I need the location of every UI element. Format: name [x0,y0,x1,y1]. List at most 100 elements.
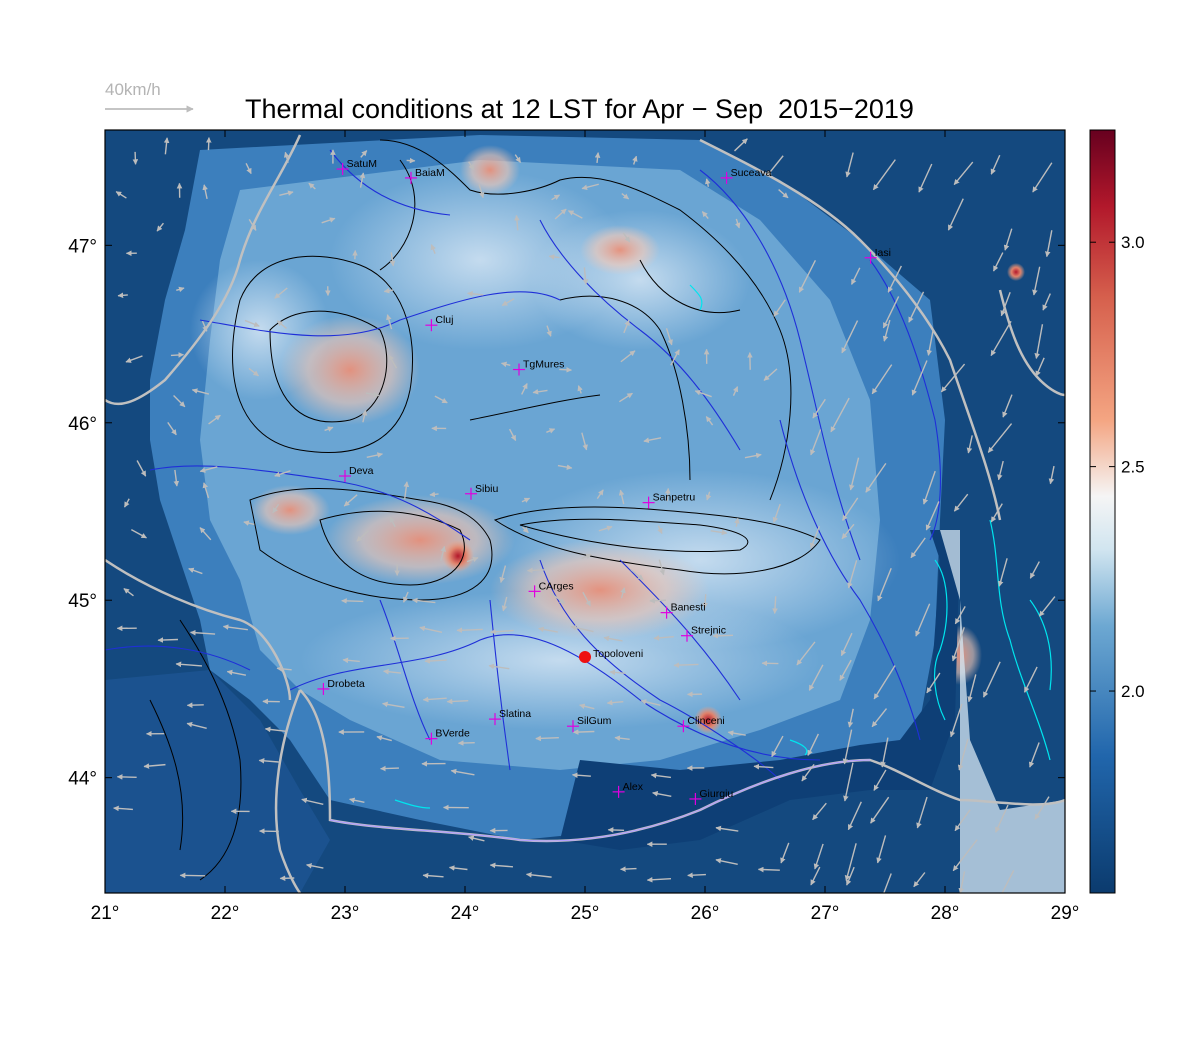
wind-arrow [1000,292,1011,317]
city-markers: SatuM BaiaM Suceava Iasi Cluj TgMures Deva Sibi… [317,158,891,805]
city-label: Slatina [499,708,531,720]
y-tick-label: 46° [68,414,97,435]
wind-arrow [735,218,741,229]
colorbar-tick-label: 2.0 [1121,682,1145,701]
wind-arrow [170,352,185,358]
city-label: BVerde [435,728,470,740]
wind-arrow [550,592,565,604]
wind-arrow [732,386,739,396]
wind-arrow [715,858,738,865]
x-tick-label: 21° [91,903,120,924]
x-tick-label: 25° [571,903,600,924]
wind-arrow [306,863,324,869]
wind-arrow [130,528,147,539]
city-label: Banesti [671,602,706,614]
wind-arrow [1044,230,1053,258]
wind-arrow [954,809,971,832]
wind-arrow [596,489,604,499]
wind-arrow [687,872,706,878]
wind-arrow [244,319,260,327]
wind-arrow [189,629,216,636]
city-sibiu: Sibiu [465,483,499,500]
city-label: Giurgiu [699,788,733,800]
wind-arrow [915,603,931,637]
wind-arrow [653,635,674,641]
wind-arrow [1023,666,1038,693]
rivers [105,149,941,781]
wind-arrow [424,658,447,664]
wind-arrow [810,525,821,549]
wind-arrow [1038,596,1056,617]
city-satum: SatuM [336,158,377,176]
city-drobeta: Drobeta [317,678,365,695]
x-tick-label: 29° [1051,903,1080,924]
wind-arrow [734,517,740,527]
wind-arrow [997,558,1008,587]
wind-arrow [411,597,436,604]
wind-arrow [450,768,475,776]
wind-arrow [448,865,468,871]
wind-arrow [652,790,672,797]
wind-arrow [865,462,887,493]
city-baiam: BaiaM [405,167,445,184]
wind-arrow [173,395,186,408]
wind-arrow [554,208,567,220]
x-tick-label: 27° [811,903,840,924]
x-tick-label: 28° [931,903,960,924]
wind-arrow [966,435,973,454]
wind-arrow [810,866,821,886]
wind-arrow [125,355,143,363]
wind-arrow [780,842,790,864]
wind-arrow [952,839,978,872]
wind-arrow [123,498,130,508]
wind-arrow [594,152,601,163]
wind-arrow [913,872,926,888]
wind-arrow [987,423,1013,453]
city-label: Suceava [731,167,772,179]
wind-arrow [810,429,822,456]
wind-arrow [157,637,178,643]
wind-arrow [844,843,857,882]
wind-arrow [967,674,977,703]
wind-arrow [386,314,393,330]
city-label: BaiaM [415,167,445,179]
wind-arrow [673,662,699,668]
wind-arrow [622,232,631,243]
wind-arrow [992,252,1004,272]
wind-arrow [456,627,483,634]
wind-arrow [727,730,746,736]
wind-arrow [839,659,852,681]
wind-arrow [606,699,624,706]
city-label: TgMures [523,359,564,371]
wind-arrow [880,737,889,768]
city-label: Sanpetru [653,492,696,504]
wind-arrow [772,503,781,523]
wind-arrow [136,460,147,477]
wind-arrow [650,772,672,779]
wind-arrow [440,545,446,562]
wind-arrow [908,291,925,323]
wind-arrow [925,501,940,531]
city-label: CArges [539,580,574,592]
wind-arrow [324,426,334,432]
wind-arrow [173,469,180,487]
wind-arrow [623,319,630,334]
wind-arrow [753,763,774,770]
wind-arrow [603,635,623,642]
wind-arrow [525,872,552,878]
wind-arrow [538,626,558,633]
colorbar [1089,129,1116,894]
wind-arrow [308,182,316,190]
wind-arrow [383,668,402,675]
wind-arrow [123,587,134,597]
city-label: SilGum [577,715,612,727]
city-iasi: Iasi [864,247,891,264]
wind-arrow [577,385,583,394]
wind-arrow [922,470,936,505]
wind-arrow [279,190,294,197]
wind-arrow [850,267,861,285]
city-label: Drobeta [327,678,365,690]
city-silgum: SilGum [567,715,612,733]
wind-arrow [632,155,638,165]
wind-arrow [1002,394,1013,418]
